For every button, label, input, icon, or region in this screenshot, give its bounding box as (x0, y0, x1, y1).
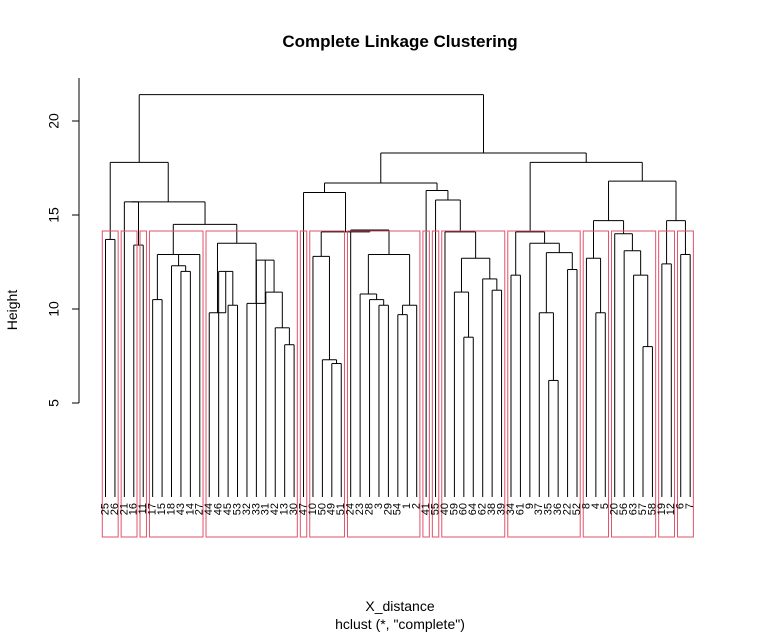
leaf-label: 7 (684, 503, 696, 509)
leaf-label: 17 (147, 503, 159, 515)
leaf-label: 35 (543, 503, 555, 515)
leaf-label: 39 (495, 503, 507, 515)
cluster-box (299, 230, 308, 538)
leaf-label: 55 (429, 503, 441, 515)
cluster-box (120, 230, 138, 538)
leaf-label: 33 (250, 503, 262, 515)
y-axis-label: Height (4, 290, 20, 331)
leaf-label: 10 (307, 503, 319, 515)
leaf-label: 26 (109, 503, 121, 515)
cluster-box (205, 230, 298, 538)
leaf-label: 19 (656, 503, 668, 515)
leaf-label: 54 (392, 503, 404, 515)
leaf-label: 41 (420, 503, 432, 515)
chart-subtitle: hclust (*, "complete") (335, 616, 465, 632)
y-tick-label: 15 (46, 207, 62, 223)
leaf-label: 24 (345, 503, 357, 515)
leaf-label: 42 (269, 503, 281, 515)
leaf-label: 14 (184, 503, 196, 515)
leaf-label: 12 (665, 503, 677, 515)
cluster-box (139, 230, 147, 538)
leaf-label: 43 (175, 503, 187, 515)
cluster-box (611, 230, 657, 538)
leaf-label: 8 (580, 503, 592, 509)
leaf-label: 25 (99, 503, 111, 515)
y-tick-label: 5 (46, 399, 62, 407)
leaf-label: 15 (156, 503, 168, 515)
leaf-label: 62 (477, 503, 489, 515)
leaf-label: 27 (194, 503, 206, 515)
cluster-box (101, 230, 119, 538)
leaf-label: 29 (382, 503, 394, 515)
dendrogram-links (105, 94, 691, 497)
leaf-label: 45 (222, 503, 234, 515)
cluster-box (441, 230, 506, 538)
leaf-label: 34 (505, 503, 517, 515)
leaf-label: 40 (439, 503, 451, 515)
leaf-label: 51 (335, 503, 347, 515)
leaf-label: 28 (363, 503, 375, 515)
cluster-box (507, 230, 581, 538)
leaf-label: 60 (458, 503, 470, 515)
leaf-labels: 2526211611171518431427444645533233314213… (99, 503, 696, 515)
leaf-label: 9 (524, 503, 536, 509)
leaf-label: 20 (609, 503, 621, 515)
leaf-label: 46 (213, 503, 225, 515)
leaf-label: 18 (165, 503, 177, 515)
leaf-label: 23 (354, 503, 366, 515)
leaf-label: 36 (552, 503, 564, 515)
leaf-label: 38 (486, 503, 498, 515)
leaf-label: 30 (288, 503, 300, 515)
leaf-label: 44 (203, 503, 215, 515)
leaf-label: 53 (231, 503, 243, 515)
leaf-label: 6 (675, 503, 687, 509)
leaf-label: 11 (137, 503, 149, 514)
leaf-label: 32 (241, 503, 253, 515)
leaf-label: 13 (279, 503, 291, 515)
leaf-label: 56 (618, 503, 630, 515)
leaf-label: 49 (326, 503, 338, 515)
leaf-label: 58 (646, 503, 658, 515)
cluster-box (346, 230, 421, 538)
chart-title: Complete Linkage Clustering (282, 32, 517, 51)
cluster-box (582, 230, 610, 538)
cluster-box (677, 230, 694, 538)
leaf-label: 37 (533, 503, 545, 515)
leaf-label: 47 (297, 503, 309, 515)
leaf-label: 16 (128, 503, 140, 515)
leaf-label: 21 (118, 503, 130, 515)
leaf-label: 1 (401, 503, 413, 509)
leaf-label: 52 (571, 503, 583, 515)
y-tick-label: 20 (46, 113, 62, 129)
cluster-box (148, 230, 204, 538)
cluster-box (422, 230, 430, 538)
leaf-label: 63 (627, 503, 639, 515)
leaf-label: 2 (411, 503, 423, 509)
cluster-boxes (101, 230, 694, 538)
y-tick-label: 10 (46, 301, 62, 317)
leaf-label: 57 (637, 503, 649, 515)
cluster-box (431, 230, 440, 538)
leaf-label: 31 (260, 503, 272, 515)
leaf-label: 22 (561, 503, 573, 515)
leaf-label: 64 (467, 503, 479, 515)
leaf-label: 3 (373, 503, 385, 509)
leaf-label: 50 (316, 503, 328, 515)
cluster-box (309, 230, 345, 538)
leaf-label: 59 (448, 503, 460, 515)
x-axis-label: X_distance (365, 598, 434, 614)
leaf-label: 5 (599, 503, 611, 509)
leaf-label: 61 (514, 503, 526, 515)
y-axis: 5 10 15 20 (46, 78, 80, 407)
cluster-box (658, 230, 676, 538)
leaf-label: 4 (590, 503, 602, 509)
